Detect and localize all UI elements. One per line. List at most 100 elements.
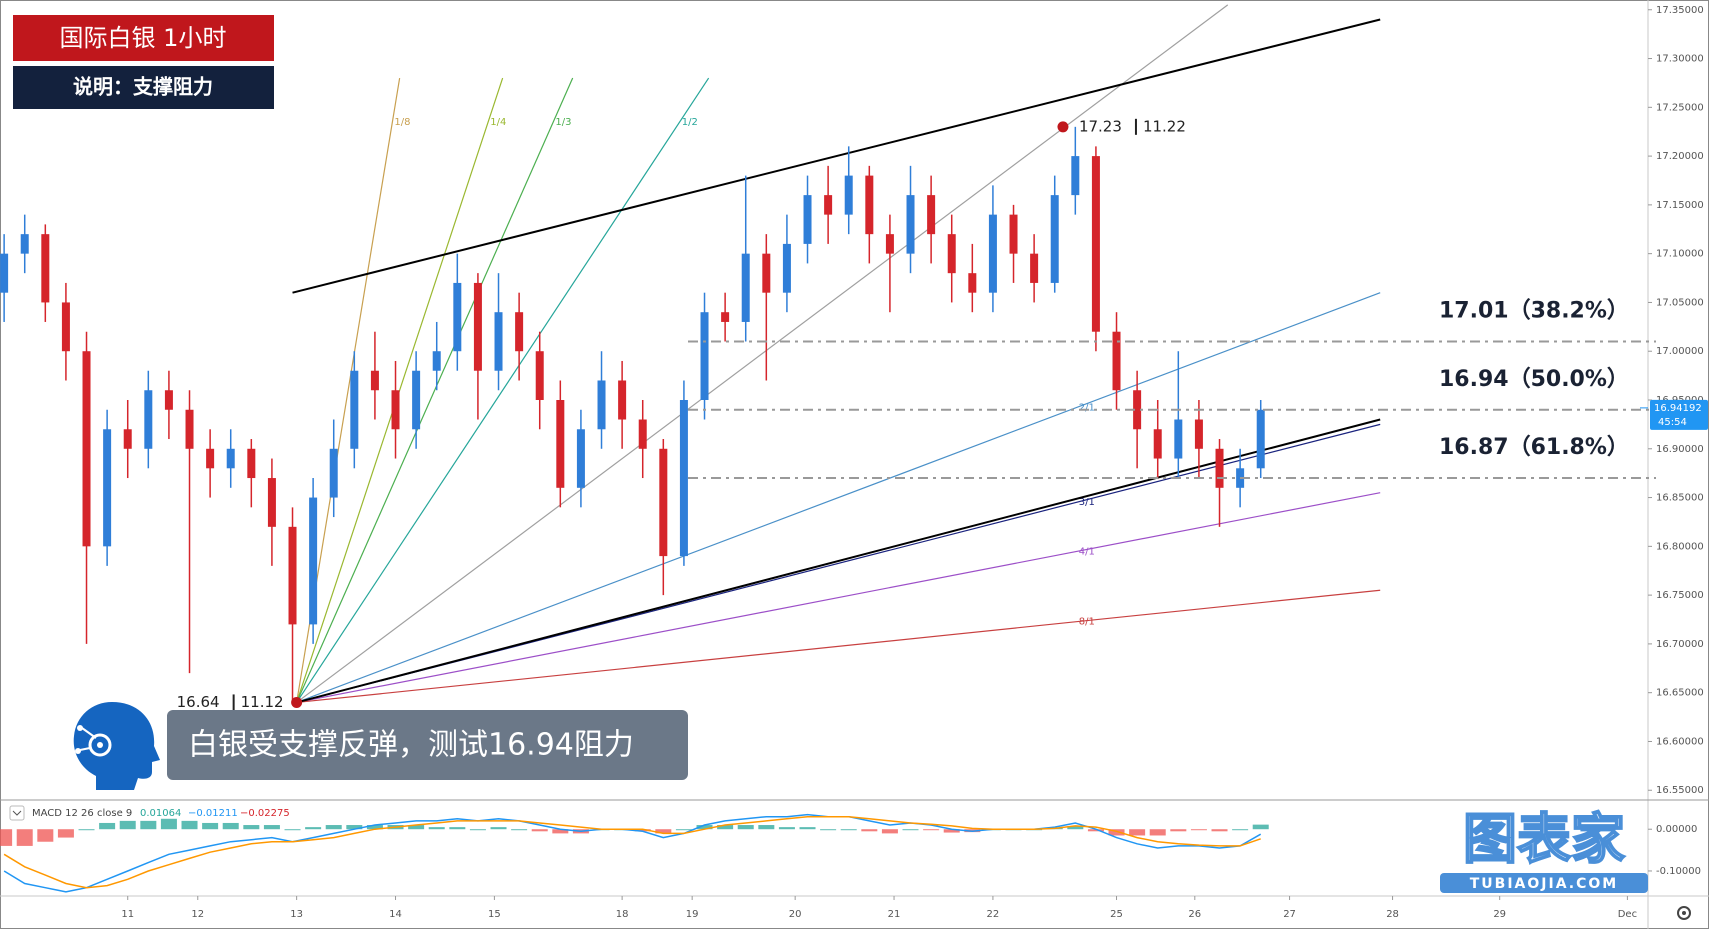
candle-body	[288, 526, 297, 625]
pivot-marker	[1057, 121, 1069, 133]
candle-body	[741, 253, 750, 322]
fan-line	[296, 292, 1381, 704]
countdown: 45:54	[1658, 417, 1687, 428]
macd-histogram-bar	[1129, 829, 1146, 836]
macd-histogram-bar	[1149, 829, 1166, 836]
trend-line	[292, 18, 1381, 294]
candle-body	[1112, 331, 1121, 391]
chart-title: 国际白银 1小时	[60, 24, 227, 52]
candle-body	[721, 312, 730, 322]
macd-label: MACD 12 26 close 9	[32, 808, 132, 819]
x-tick-label: 26	[1188, 909, 1201, 920]
macd-signal-line	[3, 815, 1261, 889]
macd-histogram-bar	[778, 827, 795, 830]
x-tick-label: 29	[1493, 909, 1506, 920]
macd-histogram-bar	[799, 827, 816, 830]
pivot-marker	[291, 696, 303, 708]
x-tick-label: 12	[191, 909, 204, 920]
candle-body	[803, 195, 812, 244]
candle-body	[350, 370, 359, 449]
candle-body	[762, 253, 771, 293]
macd-histogram-bar	[449, 827, 466, 830]
macd-histogram-bar	[428, 827, 445, 830]
macd-histogram-bar	[78, 829, 95, 831]
candle-body	[144, 390, 153, 449]
settings-icon[interactable]	[1677, 906, 1691, 920]
macd-histogram-bar	[820, 829, 837, 831]
candle-body	[824, 195, 833, 215]
candle-body	[1091, 156, 1100, 332]
candle-body	[968, 273, 977, 293]
fan-label: 3/1	[1079, 497, 1095, 508]
candle-body	[370, 370, 379, 391]
macd-histogram-bar	[57, 829, 74, 838]
macd-histogram-bar	[943, 829, 960, 833]
candle-body	[1071, 156, 1080, 196]
candle-body	[412, 370, 421, 430]
y-tick-label: 17.10000	[1656, 249, 1704, 260]
y-tick-label: 17.35000	[1656, 5, 1704, 16]
x-tick-label: 13	[290, 909, 303, 920]
fan-label: 1/8	[394, 117, 410, 128]
y-tick-label: 17.30000	[1656, 54, 1704, 65]
candle-body	[309, 497, 318, 625]
candle-body	[185, 409, 194, 449]
title-box	[13, 15, 274, 61]
macd-tick-label: 0.00000	[1656, 824, 1697, 835]
macd-histogram-bar	[634, 829, 651, 832]
macd-histogram-bar	[305, 827, 322, 830]
watermark-url: TUBIAOJIA.COM	[1470, 876, 1618, 892]
candle-body	[1133, 390, 1142, 430]
macd-histogram-bar	[490, 827, 507, 830]
y-tick-label: 16.55000	[1656, 785, 1704, 796]
macd-histogram-bar	[140, 820, 157, 830]
candle-body	[247, 448, 256, 479]
fan-label: 1/4	[490, 117, 506, 128]
candle-body	[0, 253, 9, 293]
macd-histogram-bar	[675, 829, 692, 831]
collapse-button[interactable]	[9, 805, 25, 821]
x-tick-label: 25	[1110, 909, 1123, 920]
x-tick-label: 14	[389, 909, 402, 920]
macd-histogram-bar	[902, 829, 919, 831]
annotation-text: 白银受支撑反弹，测试16.94阻力	[188, 728, 634, 763]
candle-body	[1215, 448, 1224, 488]
fan-line	[296, 4, 1229, 703]
candle-body	[1256, 409, 1265, 469]
macd-hist-value: 0.01064	[140, 808, 181, 819]
candle-body	[906, 195, 915, 254]
pivot-price: 17.23	[1079, 117, 1122, 135]
candle-body	[1030, 253, 1039, 283]
candle-body	[515, 312, 524, 352]
candle-body	[782, 243, 791, 293]
candle-body	[20, 234, 29, 254]
y-tick-label: 16.90000	[1656, 444, 1704, 455]
candle-body	[226, 448, 235, 469]
macd-histogram-bar	[696, 825, 713, 830]
macd-histogram-bar	[346, 825, 363, 830]
candle-body	[82, 351, 91, 547]
pivot-price: 16.64	[177, 693, 220, 711]
candle-body	[638, 419, 647, 449]
x-tick-label: 18	[616, 909, 629, 920]
y-tick-label: 17.20000	[1656, 151, 1704, 162]
macd-histogram-bar	[408, 825, 425, 830]
candle-body	[391, 390, 400, 430]
candle-body	[1174, 419, 1183, 459]
macd-histogram-bar	[366, 825, 383, 830]
x-tick-label: 22	[987, 909, 1000, 920]
candle-body	[123, 429, 132, 449]
x-tick-label: 19	[686, 909, 699, 920]
candle-body	[988, 214, 997, 293]
y-tick-label: 17.00000	[1656, 346, 1704, 357]
macd-histogram-bar	[1108, 829, 1125, 836]
candle-body	[865, 175, 874, 235]
macd-histogram-bar	[1170, 829, 1187, 832]
macd-histogram-bar	[181, 820, 198, 830]
macd-histogram-bar	[511, 829, 528, 831]
candle-body	[494, 312, 503, 371]
x-tick-label: 27	[1283, 909, 1296, 920]
macd-histogram-bar	[325, 825, 342, 830]
